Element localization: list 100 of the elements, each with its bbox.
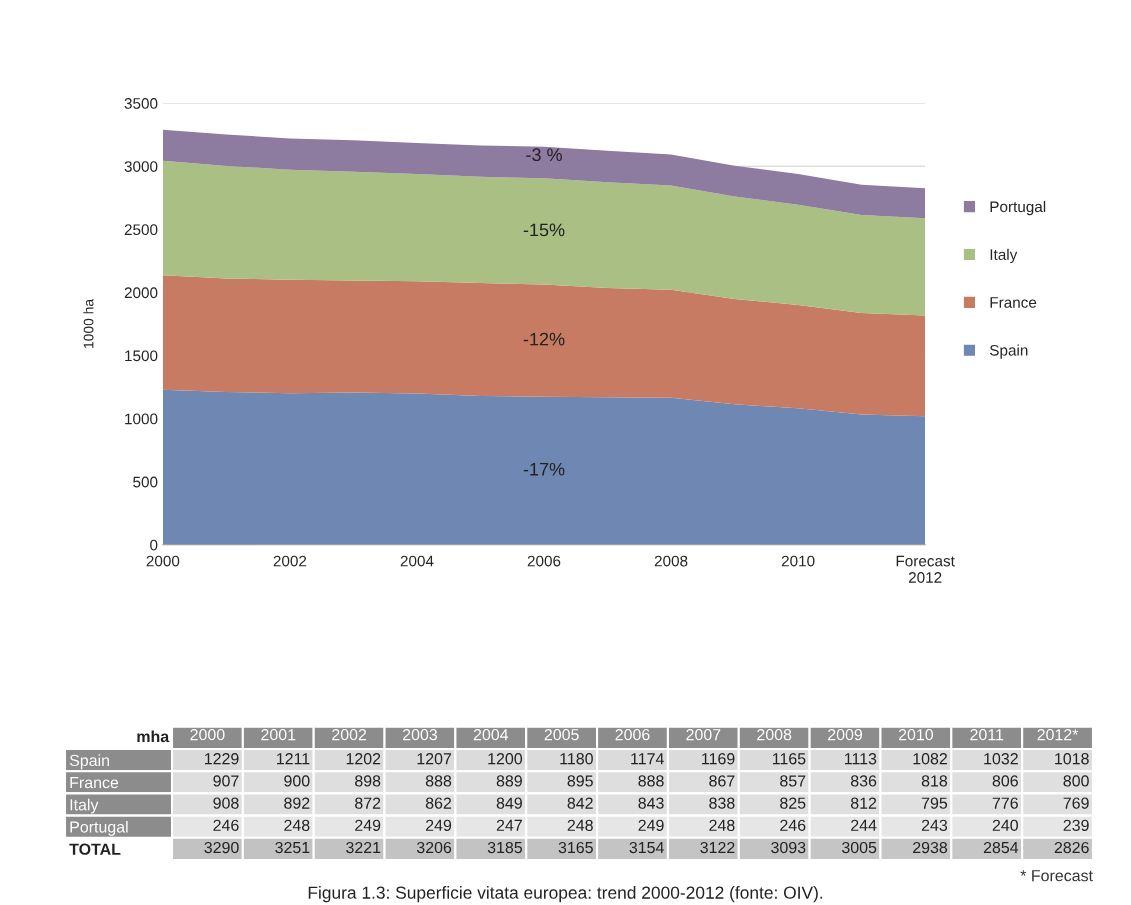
- data-label: 872: [355, 797, 381, 809]
- data-label: 3290: [204, 841, 239, 854]
- data-label: 3206: [416, 841, 452, 854]
- data-label: 1165: [772, 753, 806, 765]
- data-label: 3122: [700, 841, 735, 854]
- x-tick-label: 2008: [654, 555, 688, 567]
- y-tick-label: France: [70, 777, 119, 789]
- data-label: 249: [426, 819, 452, 831]
- x-tick-label: 2003: [403, 728, 438, 741]
- data-label: 1032: [984, 753, 1018, 765]
- data-label: 239: [1063, 819, 1089, 831]
- text: * Forecast: [1020, 870, 1093, 882]
- x-tick-label: 2002: [273, 555, 307, 567]
- y-tick-label: 3000: [124, 161, 158, 172]
- data-label: 1202: [346, 753, 381, 765]
- x-tick-label: 2012*: [1037, 728, 1079, 741]
- x-tick-label: 2008: [757, 728, 792, 741]
- data-label: 248: [567, 819, 593, 831]
- data-label: 843: [638, 797, 664, 809]
- data-label: 800: [1063, 775, 1089, 787]
- x-tick-label: 2004: [473, 728, 509, 741]
- data-label: 898: [355, 775, 381, 787]
- annotation: -3 %: [526, 148, 562, 162]
- y-tick-label: 2500: [124, 224, 158, 236]
- data-label: 243: [921, 819, 948, 831]
- data-label: 838: [709, 797, 735, 809]
- data-label: 1018: [1055, 753, 1089, 765]
- data-label: 248: [709, 819, 735, 831]
- y-tick-label: Italy: [70, 798, 99, 814]
- data-label: 895: [567, 775, 593, 787]
- x-tick-label: Forecast 2012: [896, 555, 955, 583]
- legend-label: Spain: [989, 344, 1028, 359]
- y-tick-label: Portugal: [70, 820, 128, 836]
- y-tick-label: 2000: [124, 287, 158, 299]
- data-label: 3093: [771, 841, 806, 854]
- x-tick-label: 2006: [615, 728, 650, 741]
- legend-label: Portugal: [990, 200, 1046, 216]
- data-label: 1229: [204, 753, 239, 765]
- data-label: 907: [213, 775, 239, 787]
- data-label: 812: [850, 797, 877, 809]
- data-label: 247: [496, 819, 522, 831]
- data-label: 849: [496, 797, 522, 809]
- y-tick-label: 1000: [125, 413, 158, 425]
- data-label: 2854: [983, 841, 1019, 854]
- data-label: 3154: [629, 841, 664, 854]
- annotation: -15%: [523, 223, 565, 237]
- data-label: 892: [284, 797, 310, 809]
- data-label: 888: [425, 775, 452, 787]
- data-label: 862: [425, 797, 452, 809]
- y-tick-label: 1500: [125, 350, 158, 362]
- data-label: 776: [992, 797, 1018, 809]
- y-tick-label: 0: [150, 539, 158, 551]
- data-label: 867: [709, 775, 735, 787]
- data-label: 857: [780, 775, 806, 787]
- text: Figura 1.3: Superficie vitata europea: trend 2000-2012 (fonte: OIV).: [308, 886, 823, 903]
- data-label: 249: [355, 819, 381, 831]
- y-tick-label: TOTAL: [69, 843, 121, 855]
- x-tick-label: 2002: [332, 728, 367, 741]
- data-label: 240: [992, 819, 1018, 831]
- data-label: 806: [992, 775, 1018, 787]
- data-label: 3185: [487, 841, 523, 854]
- data-label: 1200: [488, 753, 523, 765]
- x-tick-label: 2010: [898, 728, 934, 741]
- x-tick-label: 2006: [527, 555, 561, 567]
- annotation: -17%: [523, 462, 565, 476]
- data-label: 3005: [842, 841, 877, 854]
- x-tick-label: 2000: [190, 728, 225, 741]
- legend-label: France: [990, 297, 1037, 308]
- data-label: 842: [567, 797, 593, 809]
- data-label: 836: [850, 775, 877, 787]
- data-label: 3251: [275, 841, 310, 854]
- y-axis-title: 1000 ha: [83, 298, 94, 349]
- x-tick-label: 2009: [828, 728, 863, 741]
- data-label: 1207: [417, 753, 452, 765]
- data-label: 1169: [702, 753, 735, 765]
- y-tick-label: Spain: [69, 754, 109, 770]
- data-label: 249: [638, 819, 664, 831]
- x-tick-label: 2010: [781, 555, 815, 567]
- x-tick-label: 2007: [686, 728, 721, 741]
- data-label: 246: [780, 819, 806, 831]
- data-label: 1180: [560, 753, 593, 765]
- data-label: 908: [213, 797, 239, 809]
- data-label: 889: [496, 775, 522, 787]
- y-tick-label: 500: [133, 476, 158, 488]
- data-label: 1211: [277, 753, 310, 765]
- data-label: 2938: [913, 841, 948, 854]
- data-label: 825: [780, 797, 806, 809]
- x-tick-label: 2005: [544, 728, 579, 741]
- data-label: 769: [1063, 797, 1089, 809]
- data-label: 244: [851, 819, 877, 831]
- data-label: 818: [921, 775, 948, 787]
- data-label: 888: [638, 775, 664, 787]
- x-tick-label: 2000: [146, 555, 180, 567]
- x-tick-label: 2011: [970, 728, 1004, 741]
- x-tick-label: 2004: [400, 555, 434, 567]
- data-label: 246: [213, 819, 239, 831]
- x-tick-label: 2001: [261, 728, 296, 741]
- annotation: -12%: [523, 332, 565, 346]
- text: mha: [137, 730, 170, 743]
- data-label: 1174: [631, 753, 664, 765]
